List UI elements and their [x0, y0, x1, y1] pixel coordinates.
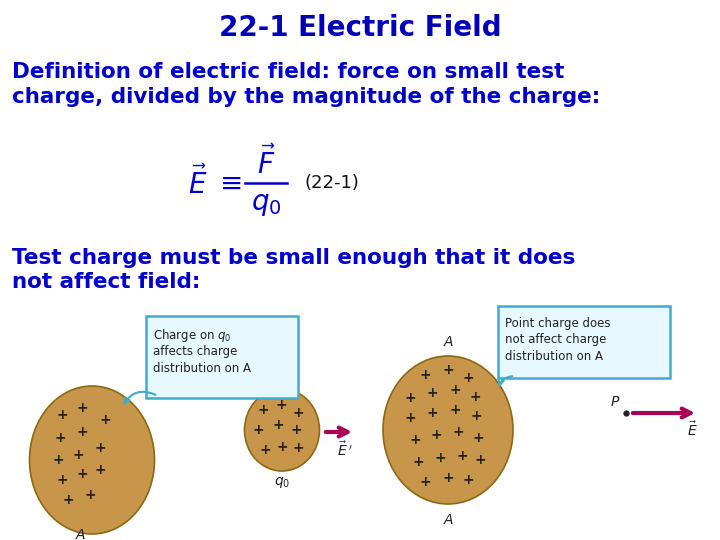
Text: $\vec{E}$: $\vec{E}$: [188, 166, 208, 200]
Text: +: +: [452, 425, 464, 439]
Text: (22-1): (22-1): [305, 174, 360, 192]
Text: Test charge must be small enough that it does: Test charge must be small enough that it…: [12, 248, 575, 268]
Text: A: A: [444, 335, 453, 349]
Ellipse shape: [30, 386, 155, 534]
Text: +: +: [442, 363, 454, 377]
Text: +: +: [426, 406, 438, 420]
Ellipse shape: [383, 356, 513, 504]
Text: $\vec{F}$: $\vec{F}$: [257, 146, 275, 180]
Text: +: +: [94, 441, 106, 455]
Text: +: +: [426, 386, 438, 400]
Text: +: +: [470, 409, 482, 423]
Text: +: +: [62, 493, 74, 507]
Text: charge, divided by the magnitude of the charge:: charge, divided by the magnitude of the …: [12, 87, 600, 107]
Text: +: +: [292, 406, 304, 420]
Text: +: +: [472, 431, 484, 445]
Text: +: +: [430, 428, 442, 442]
Text: +: +: [442, 471, 454, 485]
Text: +: +: [52, 453, 64, 467]
Text: affects charge: affects charge: [153, 346, 238, 359]
Text: +: +: [449, 403, 461, 417]
Text: +: +: [404, 391, 416, 405]
Text: +: +: [259, 443, 271, 457]
Text: +: +: [84, 488, 96, 502]
Text: P: P: [276, 348, 284, 362]
Text: not affect charge: not affect charge: [505, 334, 606, 347]
Text: +: +: [412, 455, 424, 469]
Text: +: +: [404, 411, 416, 425]
Text: +: +: [276, 440, 288, 454]
Text: +: +: [290, 423, 302, 437]
Text: Definition of electric field: force on small test: Definition of electric field: force on s…: [12, 62, 564, 82]
Text: $\equiv$: $\equiv$: [214, 169, 242, 197]
Text: $q_0$: $q_0$: [274, 475, 290, 489]
Text: +: +: [434, 451, 446, 465]
Text: P: P: [611, 395, 619, 409]
Text: +: +: [462, 473, 474, 487]
Text: +: +: [409, 433, 420, 447]
Text: +: +: [72, 448, 84, 462]
Text: $\vec{E}$: $\vec{E}$: [687, 421, 698, 440]
Text: +: +: [474, 453, 486, 467]
FancyBboxPatch shape: [146, 316, 298, 398]
Text: +: +: [462, 371, 474, 385]
Text: A: A: [76, 528, 85, 540]
Text: +: +: [272, 418, 284, 432]
Text: +: +: [76, 425, 88, 439]
Text: Charge on $q_0$: Charge on $q_0$: [153, 327, 232, 343]
Text: 22-1 Electric Field: 22-1 Electric Field: [219, 14, 501, 42]
Text: +: +: [76, 467, 88, 481]
FancyBboxPatch shape: [498, 306, 670, 378]
Text: not affect field:: not affect field:: [12, 272, 200, 292]
Text: +: +: [419, 475, 431, 489]
Text: distribution on A: distribution on A: [153, 362, 251, 375]
Text: +: +: [419, 368, 431, 382]
Text: $q_0$: $q_0$: [251, 190, 282, 218]
Text: +: +: [94, 463, 106, 477]
Text: +: +: [56, 408, 68, 422]
Text: +: +: [456, 449, 468, 463]
Text: +: +: [449, 383, 461, 397]
Text: +: +: [469, 390, 481, 404]
Text: +: +: [99, 413, 111, 427]
Text: +: +: [275, 398, 287, 412]
Text: A: A: [444, 513, 453, 527]
Text: +: +: [76, 401, 88, 415]
Text: $\vec{E}\,'$: $\vec{E}\,'$: [337, 441, 353, 460]
Text: Point charge does: Point charge does: [505, 318, 611, 330]
Text: distribution on A: distribution on A: [505, 349, 603, 362]
Text: +: +: [292, 441, 304, 455]
Text: +: +: [56, 473, 68, 487]
Text: +: +: [257, 403, 269, 417]
Text: +: +: [252, 423, 264, 437]
Ellipse shape: [245, 389, 320, 471]
Text: +: +: [54, 431, 66, 445]
